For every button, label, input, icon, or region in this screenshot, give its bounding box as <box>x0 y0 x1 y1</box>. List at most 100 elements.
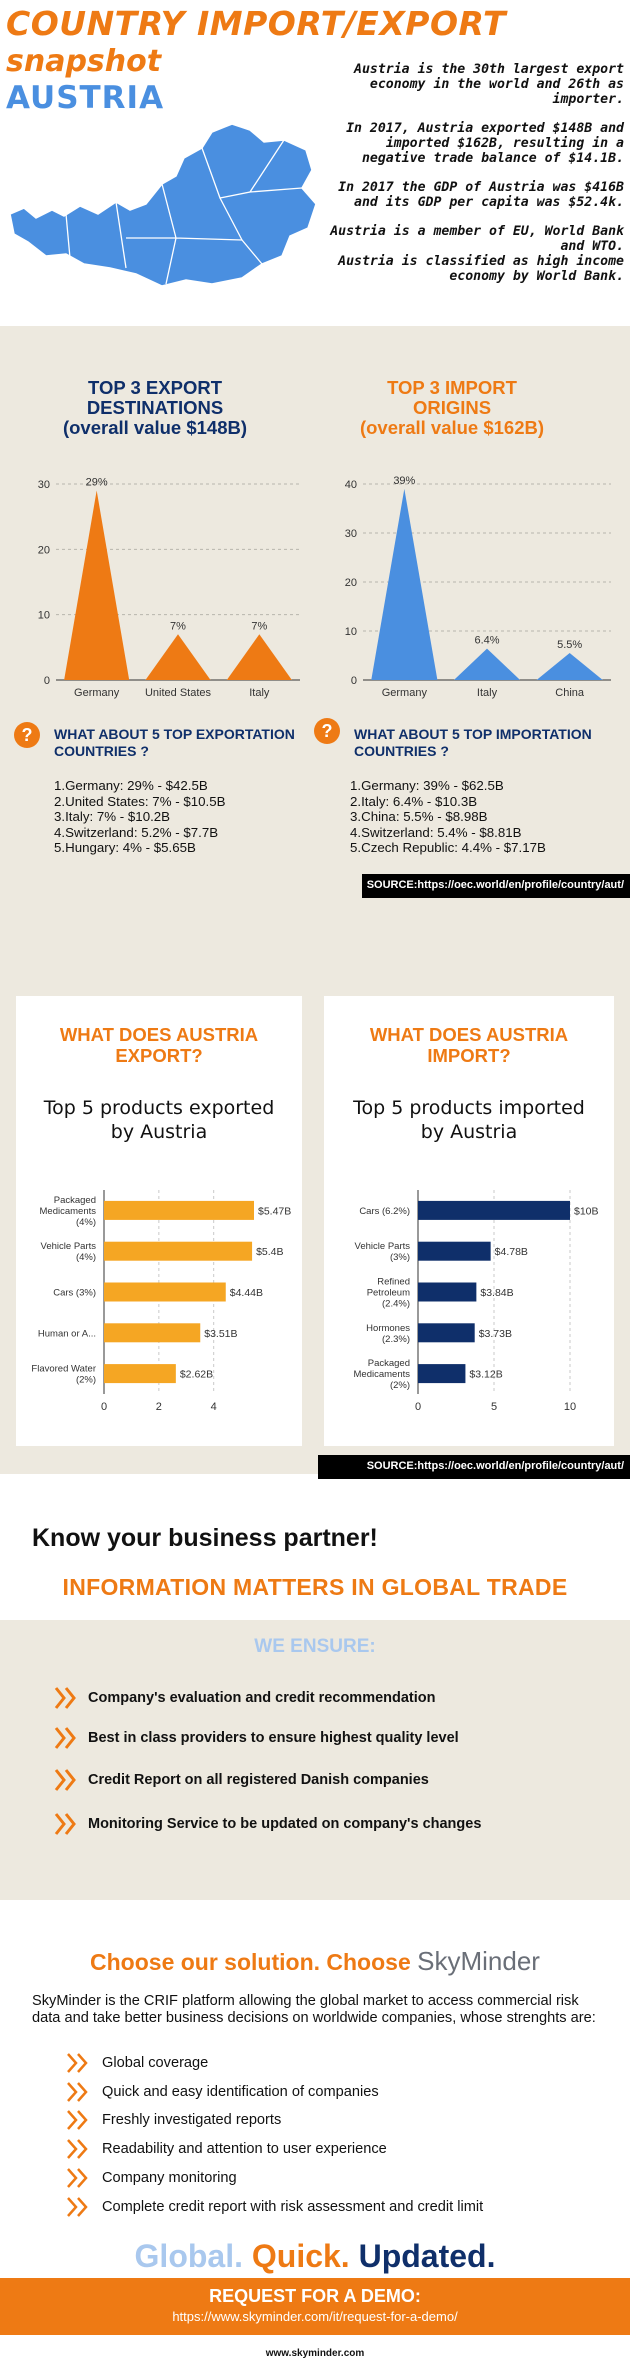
data-label: $3.73B <box>479 1328 512 1340</box>
data-label: $3.12B <box>469 1369 502 1381</box>
ensure-item-label: Best in class providers to ensure highes… <box>88 1730 459 1746</box>
slogan-global: Global. <box>134 2238 243 2274</box>
question-icon: ? <box>14 722 40 748</box>
bar-mark <box>104 1364 176 1384</box>
y-tick-label: Flavored Water <box>31 1364 96 1375</box>
bar-mark <box>418 1282 477 1302</box>
data-label: $5.47B <box>258 1205 291 1217</box>
data-label: 7% <box>170 620 186 632</box>
x-tick-label: 2 <box>156 1401 162 1413</box>
export-destinations-chart: 0 10 20 30 29% Germany 7% United States 7% Italy <box>38 477 300 699</box>
ensure-item-label: Monitoring Service to be updated on comp… <box>88 1816 482 1832</box>
chevron-right-icon <box>67 2139 88 2159</box>
footer-site-link[interactable]: www.skyminder.com <box>265 2348 365 2359</box>
data-label: $10B <box>574 1205 599 1217</box>
y-tick-label: Cars (3%) <box>53 1288 96 1299</box>
skyminder-logo: SkyMinder <box>417 1946 540 1976</box>
list-item: 2.United States: 7% - $10.5B <box>54 793 226 809</box>
feature-label: Readability and attention to user experi… <box>102 2141 387 2157</box>
x-tick-label: China <box>555 687 585 699</box>
x-tick-label: United States <box>145 687 212 699</box>
y-tick-label: 20 <box>345 577 357 589</box>
demo-banner[interactable]: REQUEST FOR A DEMO: https://www.skyminde… <box>0 2278 630 2335</box>
data-label: 39% <box>393 475 415 487</box>
export-title-line3: (overall value $148B) <box>62 417 248 438</box>
title-line2: snapshot <box>6 44 162 79</box>
data-label: 5.5% <box>557 639 582 651</box>
y-tick-label: (4%) <box>76 1217 96 1228</box>
y-tick-label: 30 <box>38 479 50 491</box>
export-panel-title: TOP 3 EXPORT DESTINATIONS (overall value… <box>40 378 270 438</box>
peak-mark <box>226 634 292 680</box>
y-tick-label: Refined <box>377 1277 410 1288</box>
chevron-right-icon <box>67 2168 88 2188</box>
question-icon: ? <box>314 718 340 744</box>
chevron-right-icon <box>54 1687 76 1709</box>
chevron-right-icon <box>67 2082 88 2102</box>
list-item: 4.Switzerland: 5.2% - $7.7B <box>54 824 219 840</box>
x-tick-label: 5 <box>491 1401 497 1413</box>
export-products-card: WHAT DOES AUSTRIA EXPORT? Top 5 products… <box>16 996 302 1446</box>
slogan: Global. Quick. Updated. <box>0 2238 630 2275</box>
y-tick-label: (3%) <box>390 1252 410 1263</box>
list-item: 5.Hungary: 4% - $5.65B <box>54 840 196 855</box>
source-link-2[interactable]: SOURCE:https://oec.world/en/profile/coun… <box>318 1455 630 1479</box>
ensure-title: WE ENSURE: <box>254 1636 376 1657</box>
austria-map-icon <box>9 123 317 287</box>
header: COUNTRY IMPORT/EXPORT snapshot AUSTRIA A… <box>0 0 630 326</box>
title-line1: COUNTRY IMPORT/EXPORT <box>6 4 506 43</box>
data-label: $2.62B <box>180 1369 213 1381</box>
feature-label: Freshly investigated reports <box>102 2112 282 2128</box>
y-tick-label: 0 <box>351 675 357 687</box>
partner-heading: Know your business partner! <box>32 1524 378 1552</box>
y-tick-label: Medicaments <box>40 1206 97 1217</box>
demo-title[interactable]: REQUEST FOR A DEMO: <box>209 2286 421 2306</box>
data-label: $3.51B <box>204 1328 237 1340</box>
import-title-line2: ORIGINS <box>412 397 492 418</box>
import-card-subtitle-line2: by Austria <box>420 1121 518 1143</box>
export-question: WHAT ABOUT 5 TOP EXPORTATION COUNTRIES ? <box>54 726 295 759</box>
list-item: 1.Germany: 29% - $42.5B <box>54 778 208 793</box>
export-title-line2: DESTINATIONS <box>86 397 224 418</box>
x-tick-label: Italy <box>249 687 270 699</box>
y-tick-label: (2.3%) <box>382 1334 410 1345</box>
import-title-line3: (overall value $162B) <box>359 417 545 438</box>
y-tick-label: Packaged <box>54 1195 96 1206</box>
export-card-subtitle: Top 5 products exported by Austria <box>16 1096 302 1144</box>
list-item: 2.Italy: 6.4% - $10.3B <box>350 793 478 809</box>
country-title: AUSTRIA <box>6 80 165 116</box>
bar-mark <box>418 1323 475 1343</box>
source-link-1[interactable]: SOURCE:https://oec.world/en/profile/coun… <box>362 874 630 898</box>
y-tick-label: 20 <box>38 544 50 556</box>
chevron-right-icon <box>67 2110 88 2130</box>
country-facts: Austria is the 30th largest export econo… <box>324 62 624 284</box>
peak-mark <box>64 490 130 680</box>
y-tick-label: Petroleum <box>367 1288 410 1299</box>
info-heading: INFORMATION MATTERS IN GLOBAL TRADE <box>62 1574 568 1600</box>
import-card-title-line1: WHAT DOES AUSTRIA <box>369 1024 569 1045</box>
import-card-subtitle: Top 5 products imported by Austria <box>324 1096 614 1144</box>
import-card-title: WHAT DOES AUSTRIA IMPORT? <box>324 1024 614 1066</box>
export-card-title: WHAT DOES AUSTRIA EXPORT? <box>16 1024 302 1066</box>
x-tick-label: 0 <box>415 1401 421 1413</box>
y-tick-label: Cars (6.2%) <box>359 1206 410 1217</box>
y-tick-label: 30 <box>345 528 357 540</box>
y-tick-label: (2%) <box>390 1380 410 1391</box>
bar-mark <box>104 1241 253 1261</box>
bar-mark <box>104 1282 226 1302</box>
y-tick-label: 40 <box>345 479 357 491</box>
export-card-title-line1: WHAT DOES AUSTRIA <box>59 1024 259 1045</box>
import-card-subtitle-line1: Top 5 products imported <box>353 1097 585 1119</box>
ensure-item-label: Credit Report on all registered Danish c… <box>88 1772 429 1788</box>
list-item: 5.Czech Republic: 4.4% - $7.17B <box>350 840 546 855</box>
y-tick-label: Hormones <box>366 1323 410 1334</box>
import-list: 1.Germany: 39% - $62.5B 2.Italy: 6.4% - … <box>350 778 546 856</box>
chevron-right-icon <box>54 1727 76 1749</box>
y-tick-label: Medicaments <box>354 1369 411 1380</box>
solution-heading-text: Choose our solution. Choose <box>90 1949 411 1975</box>
demo-url[interactable]: https://www.skyminder.com/it/request-for… <box>172 2309 458 2324</box>
list-item: 4.Switzerland: 5.4% - $8.81B <box>350 824 522 840</box>
bar-mark <box>104 1200 254 1220</box>
data-label: $5.4B <box>256 1246 283 1258</box>
peak-mark <box>145 634 211 680</box>
